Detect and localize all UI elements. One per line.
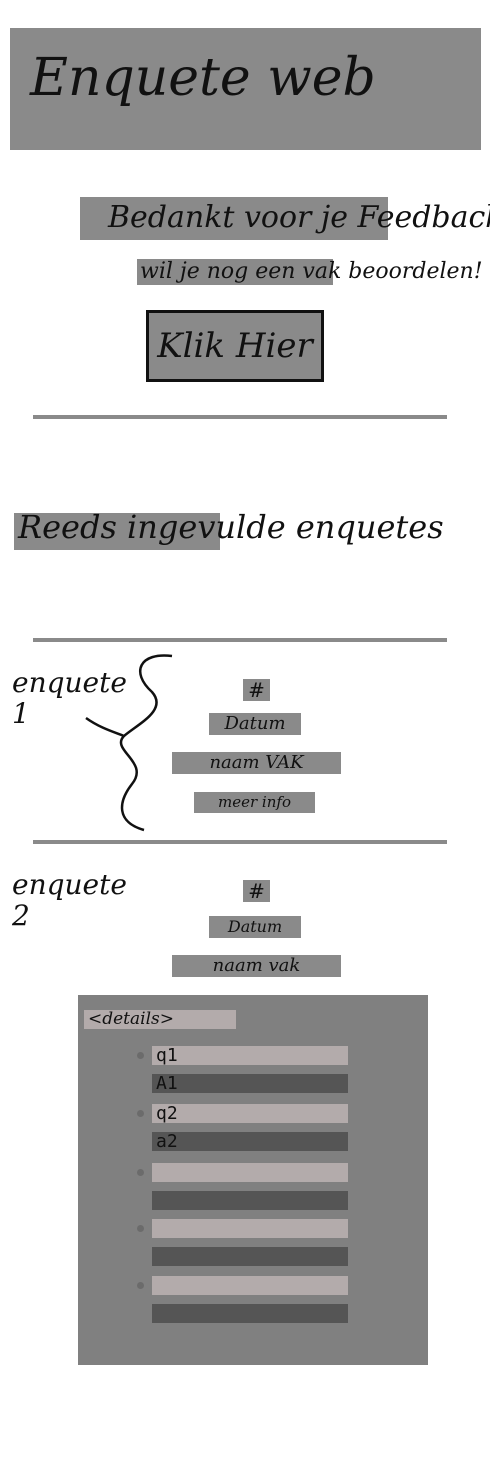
filled-highlight — [14, 513, 220, 550]
answer-4 — [152, 1247, 348, 1266]
enquete-2-course-name: naam vak — [172, 955, 341, 977]
enquete-1-number: # — [243, 679, 270, 701]
question-3 — [152, 1163, 348, 1182]
enquete-1-more-info-link[interactable]: meer info — [194, 792, 315, 813]
answer-3 — [152, 1191, 348, 1210]
bullet-icon — [137, 1052, 144, 1059]
answer-2: a2 — [152, 1132, 348, 1151]
question-5 — [152, 1276, 348, 1295]
divider — [33, 638, 447, 642]
header-bar — [10, 28, 481, 150]
divider — [33, 415, 447, 419]
bullet-icon — [137, 1225, 144, 1232]
divider — [33, 840, 447, 844]
enquete-1-label: enquete 1 — [12, 666, 127, 730]
again-highlight — [137, 259, 333, 285]
bullet-icon — [137, 1169, 144, 1176]
enquete-2-label: enquete 2 — [12, 868, 127, 932]
question-2: q2 — [152, 1104, 348, 1123]
app-title: Enquete web — [30, 48, 376, 108]
thanks-highlight — [80, 197, 388, 240]
question-1: q1 — [152, 1046, 348, 1065]
filled-section-title: Reeds ingevulde enquetes — [18, 508, 444, 546]
bullet-icon — [137, 1110, 144, 1117]
enquete-2-number: # — [243, 880, 270, 902]
enquete-1-course-name: naam VAK — [172, 752, 341, 774]
again-prompt: wil je nog een vak beoordelen! — [140, 259, 483, 284]
bullet-icon — [137, 1282, 144, 1289]
thanks-message: Bedankt voor je Feedback — [108, 200, 490, 235]
details-summary[interactable]: <details> — [84, 1010, 236, 1029]
enquete-1-date: Datum — [209, 713, 301, 735]
click-here-button[interactable]: Klik Hier — [146, 310, 324, 382]
question-4 — [152, 1219, 348, 1238]
answer-5 — [152, 1304, 348, 1323]
enquete-2-date: Datum — [209, 916, 301, 938]
answer-1: A1 — [152, 1074, 348, 1093]
brace-icon — [85, 654, 173, 832]
